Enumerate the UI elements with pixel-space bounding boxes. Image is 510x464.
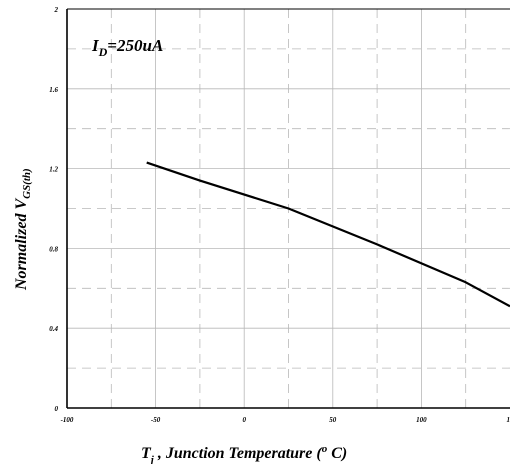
x-tick-label-3: 50 — [329, 416, 337, 424]
annotation-sub: D — [98, 45, 108, 59]
y-axis-title-sub: GS(th) — [21, 168, 33, 199]
x-tick-label-5: 1 — [507, 416, 510, 424]
x-axis-title: Tj , Junction Temperature (o C) — [141, 443, 347, 464]
x-tick-label-1: -50 — [151, 416, 161, 424]
x-axis-title-main: T — [141, 445, 152, 462]
y-tick-label-0: 0 — [55, 405, 59, 413]
y-axis-title-main: Normalized V — [13, 198, 30, 291]
y-tick-label-2: 0.8 — [49, 245, 58, 253]
grid — [67, 9, 510, 408]
y-tick-label-5: 2 — [54, 6, 59, 14]
series-layer — [146, 161, 510, 308]
y-axis-title: Normalized VGS(th) — [13, 168, 33, 291]
x-tick-label-4: 100 — [416, 416, 427, 424]
y-tick-labels: 0 0.4 0.8 1.2 1.6 2 — [49, 6, 58, 413]
annotation-label: ID=250uA — [91, 36, 163, 59]
y-tick-label-3: 1.2 — [49, 166, 58, 174]
x-axis-title-end: C) — [327, 445, 347, 462]
series-line-0 — [146, 161, 510, 308]
annotation-rest: =250uA — [107, 36, 163, 55]
y-tick-label-4: 1.6 — [49, 86, 58, 94]
x-tick-label-2: 0 — [242, 416, 246, 424]
x-tick-labels: -100 -50 0 50 100 1 — [61, 416, 510, 424]
x-axis-title-sup: o — [322, 443, 328, 455]
axes — [66, 8, 510, 409]
x-axis-title-sub: j — [149, 454, 155, 464]
y-tick-label-1: 0.4 — [49, 325, 58, 333]
annotation-main: I — [91, 36, 100, 55]
x-tick-label-0: -100 — [61, 416, 74, 424]
x-axis-title-rest: , Junction Temperature ( — [154, 445, 324, 462]
